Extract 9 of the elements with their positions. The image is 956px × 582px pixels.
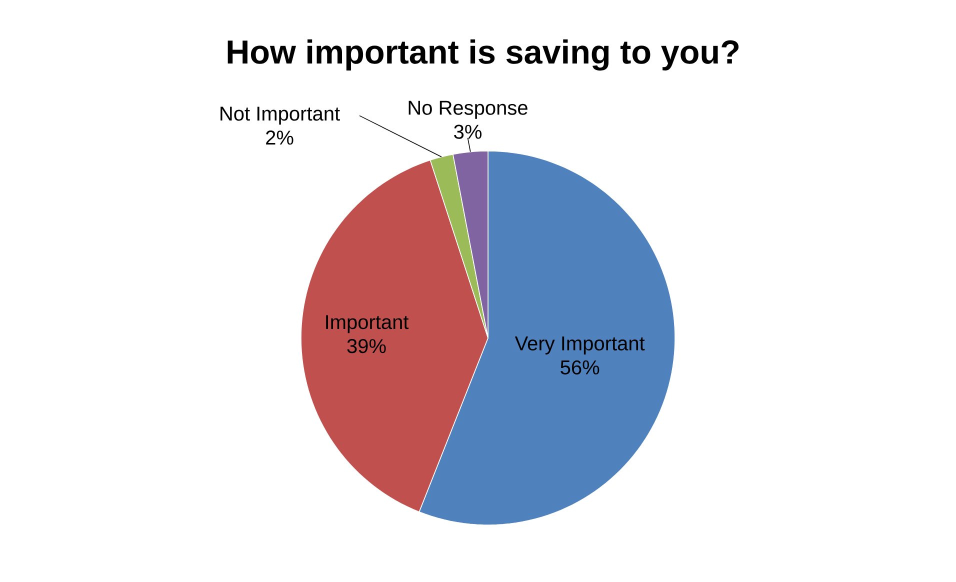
- data-label: 56%: [560, 360, 600, 374]
- data-label: 2%: [266, 130, 294, 145]
- slice-label: No Response: [408, 100, 528, 119]
- data-label: 3%: [454, 124, 482, 139]
- slice-label: Important: [326, 315, 409, 334]
- slice-label: Very Important: [514, 336, 645, 354]
- data-label: 39%: [347, 338, 386, 354]
- chart-title: How important is saving to you?: [228, 39, 739, 71]
- slice-label: Not Important: [220, 106, 340, 125]
